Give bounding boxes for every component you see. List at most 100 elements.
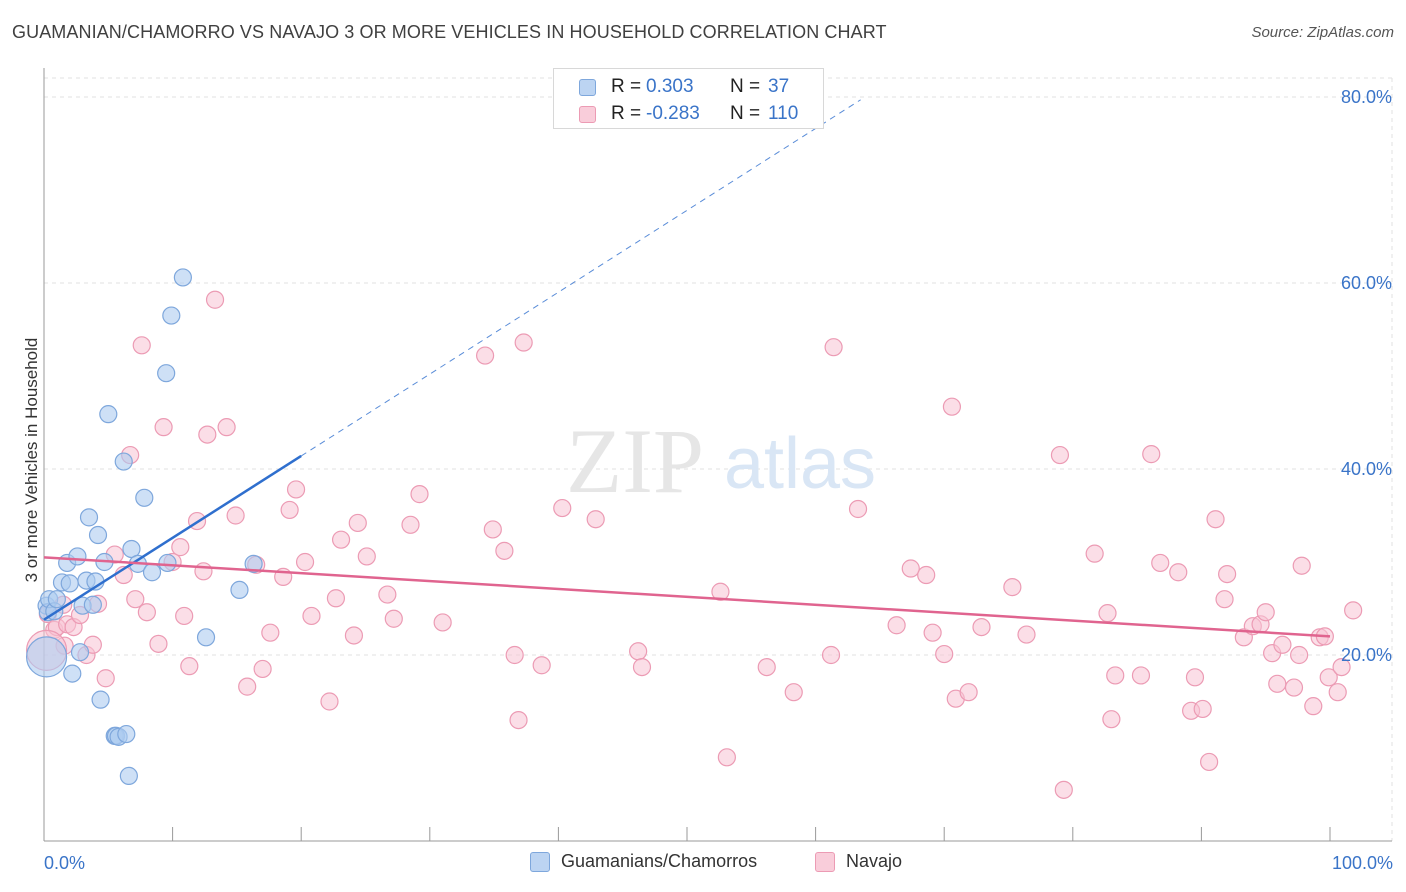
navajo-point	[1268, 674, 1287, 693]
navajo-point	[1284, 678, 1304, 697]
navajo-point	[1102, 710, 1121, 729]
navajo-point	[532, 656, 551, 675]
navajo-point	[1193, 699, 1212, 719]
navajo-point	[1256, 603, 1275, 622]
trend-lines	[43, 99, 1331, 638]
navajo-point	[935, 644, 954, 664]
x-tick-label: 100.0%	[1332, 853, 1393, 873]
x-tick-label: 0.0%	[44, 853, 85, 873]
navajo-point	[149, 634, 168, 653]
guamanian-point	[162, 306, 181, 325]
guamanian-point	[60, 574, 79, 593]
guamanian-point	[63, 664, 82, 683]
navajo-point	[238, 677, 257, 696]
navajo-point	[378, 585, 397, 604]
navajo-point	[132, 336, 151, 355]
guamanian-trend-line	[43, 454, 302, 621]
navajo-point	[344, 626, 364, 645]
navajo-point	[137, 603, 156, 622]
navajo-point	[180, 657, 199, 676]
y-tick-label: 80.0%	[1341, 87, 1392, 107]
navajo-point	[1206, 510, 1225, 529]
guamanian-point	[114, 452, 133, 471]
navajo-point	[1215, 590, 1234, 609]
navajo-point	[824, 338, 843, 357]
n-label: N =	[730, 76, 761, 97]
legend-swatch-guamanian	[530, 852, 550, 872]
navajo-point	[959, 683, 978, 702]
pink-swatch	[579, 106, 596, 123]
guamanian-point	[70, 643, 90, 662]
navajo-point	[1151, 553, 1170, 573]
navajo-point	[942, 397, 962, 416]
navajo-point	[821, 645, 841, 665]
navajo-point	[972, 617, 991, 637]
guamanian-point	[88, 525, 108, 545]
y-tick-label: 60.0%	[1341, 273, 1392, 293]
navajo-point	[326, 589, 346, 608]
navajo-point	[302, 606, 321, 626]
axes	[43, 68, 1392, 842]
navajo-point	[757, 657, 776, 677]
navajo-point	[1098, 604, 1117, 623]
navajo-point	[495, 541, 514, 560]
navajo-point	[96, 669, 115, 688]
r-label: R =	[611, 76, 642, 97]
guamanian-point	[117, 724, 136, 744]
navajo-point	[632, 657, 652, 677]
navajo-point	[1319, 668, 1338, 687]
navajo-point	[433, 613, 452, 632]
navajo-point	[1344, 601, 1363, 620]
y-axis-label: 3 or more Vehicles in Household	[22, 337, 41, 583]
navajo-point	[784, 683, 803, 702]
navajo-point	[320, 692, 339, 711]
guamanian-points	[25, 268, 263, 786]
r-value: 0.303	[646, 76, 694, 97]
source-credit: Source: ZipAtlas.com	[1251, 24, 1394, 41]
navajo-point	[1106, 666, 1125, 685]
navajo-point	[280, 500, 299, 520]
navajo-point	[357, 547, 376, 566]
navajo-point	[1017, 625, 1036, 644]
navajo-point	[1185, 668, 1205, 687]
watermark-zip: ZIP	[566, 410, 704, 512]
watermark-atlas: atlas	[724, 424, 876, 504]
navajo-point	[401, 515, 420, 534]
navajo-point	[475, 346, 495, 365]
guamanian-point	[91, 690, 110, 709]
guamanian-point	[196, 628, 216, 647]
navajo-point	[1050, 445, 1070, 465]
navajo-point	[1054, 780, 1073, 799]
n-value: 37	[768, 76, 790, 97]
navajo-point	[1290, 645, 1309, 665]
blue-swatch	[579, 79, 596, 96]
chart-title: GUAMANIAN/CHAMORRO VS NAVAJO 3 OR MORE V…	[12, 22, 887, 42]
guamanian-point-large	[25, 636, 68, 678]
n-label: N =	[730, 103, 761, 124]
r-value: -0.283	[646, 103, 700, 124]
navajo-points	[25, 290, 1363, 799]
navajo-point	[384, 609, 403, 628]
r-label: R =	[611, 103, 642, 124]
navajo-point	[711, 582, 730, 601]
guamanian-point	[135, 488, 154, 507]
navajo-point	[509, 710, 528, 730]
navajo-point	[1332, 657, 1351, 677]
navajo-point	[175, 606, 194, 626]
navajo-point	[205, 290, 225, 309]
guamanian-point	[244, 554, 263, 573]
navajo-point	[717, 748, 736, 767]
navajo-point	[514, 333, 533, 352]
navajo-point	[586, 510, 605, 529]
navajo-point	[410, 485, 429, 504]
navajo-point	[1169, 563, 1188, 582]
stats-legend: R = 0.303 N = 37 R = -0.283 N = 110	[553, 68, 824, 129]
guamanian-point	[230, 580, 249, 600]
navajo-point	[295, 552, 315, 572]
legend-label-navajo: Navajo	[846, 851, 903, 871]
legend-swatch-navajo	[815, 852, 835, 872]
navajo-point	[923, 623, 942, 642]
navajo-point	[483, 520, 502, 539]
navajo-point	[154, 418, 173, 437]
